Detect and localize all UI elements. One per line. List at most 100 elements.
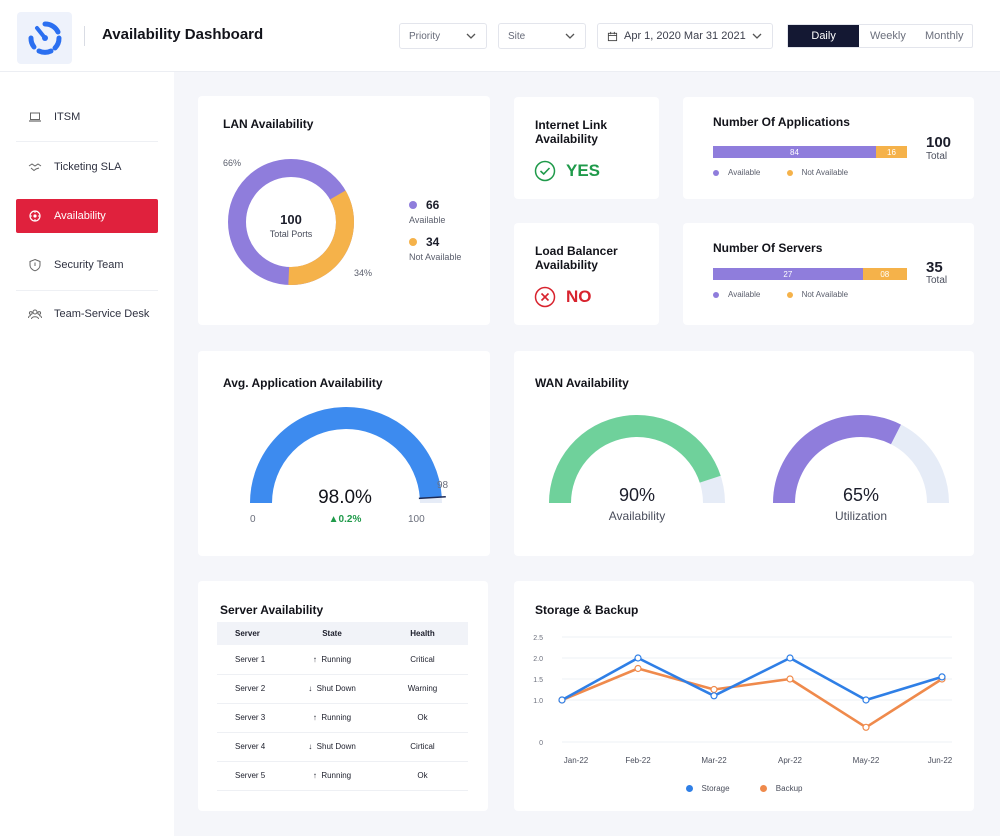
table-row[interactable]: Server 3 ↑ Running Ok bbox=[217, 703, 468, 733]
legend-not-available-label: Not Available bbox=[801, 168, 849, 177]
x-tick-label: Apr-22 bbox=[778, 756, 803, 765]
site-label: Site bbox=[508, 30, 526, 42]
server-cell: Server 1 bbox=[217, 645, 287, 675]
state-cell: ↓ Shut Down bbox=[287, 674, 377, 704]
table-row[interactable]: Server 1 ↑ Running Critical bbox=[217, 645, 468, 675]
lan-donut-chart bbox=[228, 159, 354, 285]
gauge-target-label: 98 bbox=[437, 480, 449, 491]
legend-storage-label: Storage bbox=[701, 784, 730, 793]
column-header-health: Health bbox=[377, 622, 468, 645]
sidebar-item-ticketing-sla[interactable]: Ticketing SLA bbox=[16, 150, 158, 184]
server-availability-title: Server Availability bbox=[220, 603, 324, 617]
servers-not-available-segment: 08 bbox=[862, 268, 907, 280]
lan-not-available-pct: 34% bbox=[354, 268, 373, 278]
sidebar-item-availability[interactable]: Availability bbox=[16, 199, 158, 233]
sidebar-item-label: Availability bbox=[54, 210, 106, 222]
nav-divider bbox=[16, 290, 158, 291]
arrow-down-icon: ↓ bbox=[308, 742, 313, 751]
sidebar-item-label: Ticketing SLA bbox=[54, 161, 122, 173]
date-range-label: Apr 1, 2020 Mar 31 2021 bbox=[624, 30, 746, 42]
availability-gauge-fill bbox=[549, 415, 721, 504]
data-point-backup[interactable] bbox=[862, 723, 870, 731]
laptop-icon bbox=[28, 110, 42, 124]
state-label: Running bbox=[321, 771, 352, 780]
table-row[interactable]: Server 2 ↓ Shut Down Warning bbox=[217, 674, 468, 704]
shield-icon bbox=[28, 258, 42, 272]
legend-dot bbox=[409, 200, 417, 209]
app-logo[interactable] bbox=[17, 12, 72, 64]
wan-utilization-label: Utilization bbox=[834, 509, 888, 523]
sidebar-item-label: Team-Service Desk bbox=[54, 308, 150, 320]
x-tick-label: Feb-22 bbox=[625, 756, 651, 765]
lan-legend-not-available: 34 Not Available bbox=[409, 233, 461, 262]
table-row[interactable]: Server 5 ↑ Running Ok bbox=[217, 761, 468, 791]
logo-icon bbox=[28, 21, 61, 55]
sidebar-item-team-service-desk[interactable]: Team-Service Desk bbox=[16, 297, 158, 331]
servers-title: Number Of Servers bbox=[713, 241, 823, 255]
storage-backup-card: Storage & Backup 0 1.0 1.5 2.0 2.5 Jan-22 Feb-… bbox=[514, 581, 974, 811]
server-availability-card: Server Availability Server State Health … bbox=[198, 581, 488, 811]
period-monthly-button[interactable]: Monthly bbox=[925, 30, 964, 42]
y-tick-label: 1.0 bbox=[533, 698, 543, 705]
server-cell: Server 4 bbox=[217, 732, 287, 762]
applications-total-label: Total bbox=[926, 151, 948, 162]
load-balancer-title-line1: Load Balancer bbox=[535, 244, 618, 258]
server-cell: Server 3 bbox=[217, 703, 287, 733]
applications-card: Number Of Applications 84 16 Available N… bbox=[683, 97, 974, 199]
gauge-target-marker bbox=[418, 495, 446, 500]
period-weekly-button[interactable]: Weekly bbox=[869, 30, 906, 42]
table-header-row: Server State Health bbox=[217, 622, 468, 645]
sidebar-item-label: ITSM bbox=[54, 111, 81, 123]
sidebar-item-itsm[interactable]: ITSM bbox=[16, 100, 158, 134]
arrow-up-icon: ↑ bbox=[312, 713, 317, 722]
y-tick-label: 0 bbox=[539, 740, 543, 747]
sidebar-item-security-team[interactable]: Security Team bbox=[16, 248, 158, 282]
avg-app-change-value: 0.2% bbox=[338, 514, 362, 525]
utilization-gauge-fill bbox=[773, 415, 901, 504]
state-label: Running bbox=[321, 713, 352, 722]
applications-not-available-segment: 16 bbox=[875, 146, 907, 158]
applications-available-segment: 84 bbox=[713, 146, 876, 158]
header-divider bbox=[84, 26, 85, 46]
legend-dot bbox=[759, 785, 767, 793]
period-daily-button[interactable]: Daily bbox=[788, 25, 860, 47]
state-cell: ↑ Running bbox=[287, 645, 377, 675]
data-point-backup[interactable] bbox=[710, 685, 718, 694]
legend-backup-label: Backup bbox=[775, 784, 803, 793]
avg-app-title: Avg. Application Availability bbox=[223, 376, 383, 390]
lan-not-available-value: 34 bbox=[426, 235, 440, 249]
data-point-backup[interactable] bbox=[786, 675, 794, 683]
lan-total: 100 bbox=[280, 212, 302, 227]
gauge-min-label: 0 bbox=[250, 514, 256, 525]
data-point-storage[interactable] bbox=[786, 654, 794, 662]
data-point-storage[interactable] bbox=[558, 696, 566, 704]
chart-title: Storage & Backup bbox=[535, 603, 639, 617]
data-point-backup[interactable] bbox=[634, 664, 642, 673]
applications-legend: Available Not Available bbox=[713, 168, 848, 177]
x-tick-label: Jan-22 bbox=[564, 756, 589, 765]
legend-available-label: Available bbox=[728, 168, 761, 177]
health-cell: Critical bbox=[377, 645, 468, 675]
data-point-storage[interactable] bbox=[710, 692, 718, 700]
servers-bar: 27 08 bbox=[713, 268, 907, 280]
site-select[interactable]: Site bbox=[498, 23, 586, 49]
legend-dot bbox=[685, 785, 693, 793]
lan-availability-card: LAN Availability 100 Total Ports 66% 34%… bbox=[198, 96, 490, 325]
server-table: Server State Health Server 1 ↑ Running C… bbox=[217, 622, 468, 791]
load-balancer-status: NO bbox=[566, 287, 592, 306]
y-tick-label: 2.0 bbox=[533, 656, 543, 663]
state-cell: ↑ Running bbox=[287, 761, 377, 791]
legend-dot bbox=[786, 291, 793, 298]
data-point-storage[interactable] bbox=[634, 654, 642, 662]
data-point-storage[interactable] bbox=[938, 673, 946, 681]
data-point-storage[interactable] bbox=[862, 696, 870, 704]
wan-availability-card: WAN Availability 90% Availability 65% Ut… bbox=[514, 351, 974, 556]
x-tick-label: May-22 bbox=[853, 756, 880, 765]
avg-app-change: ▲0.2% bbox=[285, 514, 405, 525]
date-range-select[interactable]: Apr 1, 2020 Mar 31 2021 bbox=[597, 23, 773, 49]
servers-available-segment: 27 bbox=[713, 268, 863, 280]
x-circle-icon bbox=[534, 286, 556, 308]
priority-select[interactable]: Priority bbox=[399, 23, 487, 49]
lan-not-available-arc bbox=[288, 190, 354, 285]
table-row[interactable]: Server 4 ↓ Shut Down Cirtical bbox=[217, 732, 468, 762]
